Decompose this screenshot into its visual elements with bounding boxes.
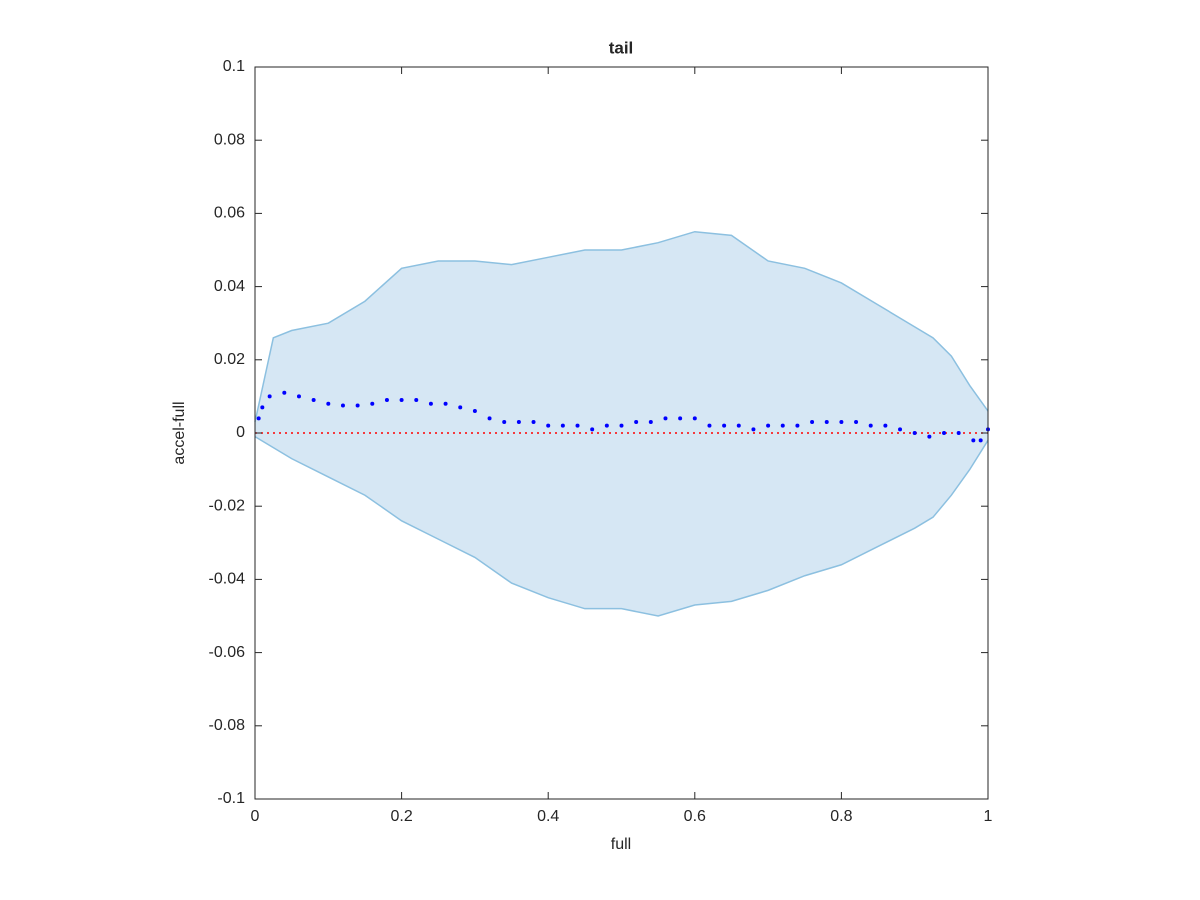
data-point (458, 405, 463, 410)
data-point (663, 416, 668, 421)
x-tick-label: 0.2 (390, 808, 412, 825)
data-point (619, 423, 624, 428)
data-point (355, 403, 360, 408)
data-point (839, 420, 844, 425)
data-point (795, 423, 800, 428)
data-point (868, 423, 873, 428)
x-tick-label: 0 (251, 808, 260, 825)
data-point (898, 427, 903, 432)
data-point (311, 398, 316, 403)
x-tick-label: 1 (984, 808, 993, 825)
x-tick-label: 0.6 (684, 808, 706, 825)
data-point (472, 409, 477, 414)
data-point (956, 431, 961, 435)
y-tick-label: 0 (236, 424, 245, 441)
data-point (648, 420, 653, 425)
y-tick-label: -0.1 (217, 790, 245, 807)
band-upper-edge (254, 230, 989, 423)
data-point (531, 420, 536, 425)
data-point (267, 394, 272, 399)
data-point (560, 423, 565, 428)
data-point (722, 423, 727, 428)
data-point (810, 420, 815, 425)
y-tick-label: -0.02 (209, 497, 246, 514)
data-point (978, 438, 983, 443)
data-point (854, 420, 859, 425)
x-tick-label: 0.8 (830, 808, 852, 825)
data-point (604, 423, 609, 428)
data-point (516, 420, 521, 425)
y-tick-label: -0.08 (209, 717, 246, 734)
data-point (883, 423, 888, 428)
data-point (590, 427, 595, 432)
data-point (942, 431, 947, 435)
data-point (326, 401, 331, 406)
band-lower-edge (254, 436, 989, 617)
data-point (370, 401, 375, 406)
y-tick-label: -0.04 (209, 571, 246, 588)
data-point (736, 423, 741, 428)
data-point (912, 431, 917, 435)
data-point (384, 398, 389, 403)
x-tick-label: 0.4 (537, 808, 559, 825)
y-tick-label: 0.04 (214, 278, 245, 295)
data-point (692, 416, 697, 421)
data-point (751, 427, 756, 432)
data-point (256, 416, 261, 421)
x-axis-label: full (611, 836, 631, 853)
data-point (678, 416, 683, 421)
data-point (399, 398, 404, 403)
data-point (282, 390, 287, 395)
data-point (927, 434, 932, 439)
y-axis-label: accel-full (171, 401, 188, 464)
data-point (707, 423, 712, 428)
data-point (340, 403, 345, 408)
data-point (428, 401, 433, 406)
y-tick-label: 0.1 (223, 58, 245, 75)
y-tick-label: 0.08 (214, 131, 245, 148)
y-tick-label: -0.06 (209, 644, 246, 661)
data-point (487, 416, 492, 421)
data-point (546, 423, 551, 428)
data-point (260, 405, 265, 410)
y-tick-label: 0.06 (214, 205, 245, 222)
data-point (502, 420, 507, 425)
data-point (824, 420, 829, 425)
data-point (780, 423, 785, 428)
data-point (414, 398, 419, 403)
data-point (443, 401, 448, 406)
y-tick-label: 0.02 (214, 351, 245, 368)
data-point (575, 423, 580, 428)
data-point (634, 420, 639, 425)
chart-title: tail (609, 38, 634, 57)
data-point (971, 438, 976, 443)
data-point (296, 394, 301, 399)
data-point (766, 423, 771, 428)
